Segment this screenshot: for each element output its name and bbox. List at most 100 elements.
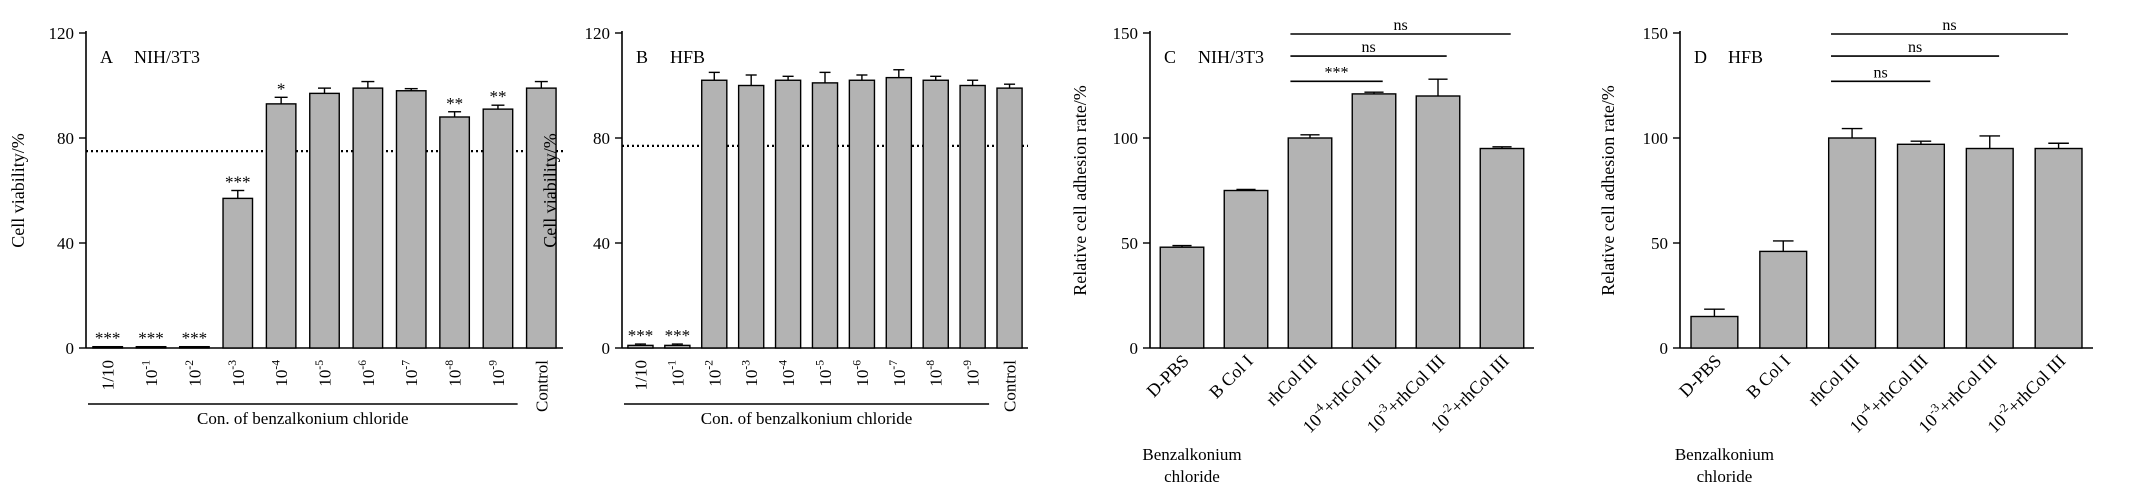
panel-b-xtick-label-base: 10: [927, 370, 946, 387]
panel-b-bar: [701, 79, 728, 349]
panel-d-letter: D: [1694, 47, 1707, 67]
panel-b-bar: [848, 79, 876, 349]
panel-a-significance: **: [446, 94, 463, 113]
panel-b-xtick-label-base: 1/10: [631, 360, 650, 390]
panel-c-xtick-label-base: B Col I: [1205, 351, 1257, 403]
panel-a-xtick-label: 10-5: [313, 360, 335, 387]
panel-b-title: HFB: [670, 47, 705, 67]
panel-b-xtick-label-exp: -6: [850, 360, 863, 370]
panel-a-bar: [439, 116, 471, 349]
panel-d-ytick-label: 100: [1643, 129, 1669, 148]
panel-a-group-label: Con. of benzalkonium chloride: [197, 409, 409, 428]
panel-b-xtick-label-base: 10: [853, 370, 872, 387]
panel-b-xtick-label: 10-1: [666, 360, 688, 387]
panel-b-bar: [664, 344, 691, 349]
panel-b-bar: [774, 79, 802, 349]
panel-a-bar: [265, 103, 297, 349]
panel-a-xtick-label: 10-6: [356, 360, 378, 387]
panel-c-group-label-line2: chloride: [1164, 467, 1220, 486]
panel-c-ytick-label: 150: [1113, 24, 1139, 43]
panel-a-xtick-label-base: 10: [359, 370, 378, 387]
panel-c-comparison-label: ns: [1361, 39, 1375, 56]
panel-d-group-label-line2: chloride: [1697, 467, 1753, 486]
panel-a-xtick-label: 10-8: [443, 360, 465, 387]
panel-d-xtick-label-base: D-PBS: [1675, 351, 1725, 401]
panel-b-xtick-label: 10-6: [850, 360, 872, 387]
panel-b-letter: B: [636, 47, 648, 67]
panel-b-xtick-label: 10-7: [887, 360, 909, 387]
panel-a-significance: ***: [95, 329, 121, 348]
panel-b-xtick-label: 1/10: [631, 360, 650, 390]
panel-c-xtick-label-suffix: +rhCol III: [1447, 351, 1513, 417]
panel-b-xtick-label-base: 10: [816, 370, 835, 387]
panel-a-ytick-label: 120: [49, 24, 75, 43]
panel-a-xtick-label: 10-1: [139, 360, 161, 387]
panel-c: 0 50 100 150 Relative cell adhesion rate/% C N…: [1070, 17, 1534, 486]
panel-a-xtick-label: 10-2: [183, 360, 205, 387]
panel-d-bar: [2034, 147, 2083, 349]
panel-d-xtick-label-base: B Col I: [1742, 351, 1794, 403]
panel-d-bar: [1896, 143, 1946, 349]
panel-a-xtick-label-exp: -9: [486, 360, 499, 370]
panel-b-xtick-label-exp: -8: [924, 360, 937, 370]
panel-b-xtick-label-base: Control: [1001, 360, 1020, 412]
panel-c-xtick-label: D-PBS: [1143, 351, 1193, 401]
panel-d-comparison-label: ns: [1908, 39, 1922, 56]
panel-a-significance: ***: [138, 329, 164, 348]
panel-b-ylabel: Cell viability/%: [540, 133, 560, 248]
panel-b-ytick-label: 0: [602, 339, 611, 358]
panel-d: 0 50 100 150 Relative cell adhesion rate/% D H…: [1598, 17, 2093, 486]
panel-b-xtick-label: Control: [1001, 360, 1020, 412]
panel-b-xtick-label-base: 10: [890, 370, 909, 387]
panel-b-xtick-label-exp: -4: [776, 360, 789, 370]
panel-a-bar: [482, 108, 514, 349]
panel-a-bar: [135, 345, 167, 349]
panel-a-ylabel: Cell viability/%: [8, 133, 28, 248]
panel-a-xtick-label-exp: -5: [313, 360, 326, 370]
panel-b-xtick-label: 10-4: [776, 360, 798, 387]
panel-b-bar: [996, 87, 1023, 349]
panel-c-xtick-label: rhCol III: [1262, 351, 1321, 410]
panel-a-bar: [309, 92, 340, 349]
panel-b-ytick-label: 80: [593, 129, 610, 148]
panel-b-significance: ***: [628, 326, 654, 345]
panel-a-xtick-label: Control: [532, 360, 551, 412]
panel-b-xtick-label: 10-5: [813, 360, 835, 387]
panel-b-xtick-label: 10-3: [740, 360, 762, 387]
panel-a-bar: [395, 90, 427, 349]
panel-d-bar: [1965, 147, 2014, 349]
panel-b-xtick-label-base: 10: [705, 370, 724, 387]
panel-d-xtick-label: rhCol III: [1804, 351, 1863, 410]
panel-b-bar: [737, 84, 765, 349]
panel-b-bar: [885, 76, 913, 349]
panel-d-xtick-label-suffix: +rhCol III: [2003, 351, 2069, 417]
panel-b-xtick-label: 10-2: [703, 360, 725, 387]
panel-a-xtick-label: 10-3: [226, 360, 248, 387]
panel-a-ytick-label: 40: [57, 234, 74, 253]
panel-a-xtick-label-base: 10: [316, 370, 335, 387]
panel-a-xtick-label-base: 10: [446, 370, 465, 387]
panel-c-comparison-label: ***: [1325, 64, 1349, 81]
panel-c-comparison-label: ns: [1393, 17, 1407, 34]
panel-d-xtick-label: B Col I: [1742, 351, 1794, 403]
panel-a-xtick-label: 10-7: [400, 360, 422, 387]
panel-c-title: NIH/3T3: [1198, 47, 1264, 67]
panel-a-xtick-label-exp: -2: [183, 360, 196, 370]
panel-a-significance: *: [277, 79, 286, 98]
panel-a-xtick-label-base: 10: [272, 370, 291, 387]
panel-c-letter: C: [1164, 47, 1176, 67]
panel-b-ytick-label: 120: [585, 24, 611, 43]
panel-a-title: NIH/3T3: [134, 47, 200, 67]
panel-b-xtick-label-exp: -3: [740, 360, 753, 370]
panel-a-xtick-label-base: 10: [402, 370, 421, 387]
panel-a-xtick-label-exp: -1: [139, 360, 152, 370]
panel-a-bar: [222, 197, 254, 349]
panel-c-ytick-label: 100: [1113, 129, 1139, 148]
panel-d-bar: [1827, 137, 1877, 349]
panel-a-xtick-label-exp: -6: [356, 360, 369, 370]
panel-a-letter: A: [100, 47, 113, 67]
panel-c-xtick-label-base: rhCol III: [1262, 351, 1321, 410]
panel-b-xtick-label-exp: -5: [813, 360, 826, 370]
panel-b-xtick-label: 10-9: [961, 360, 983, 387]
